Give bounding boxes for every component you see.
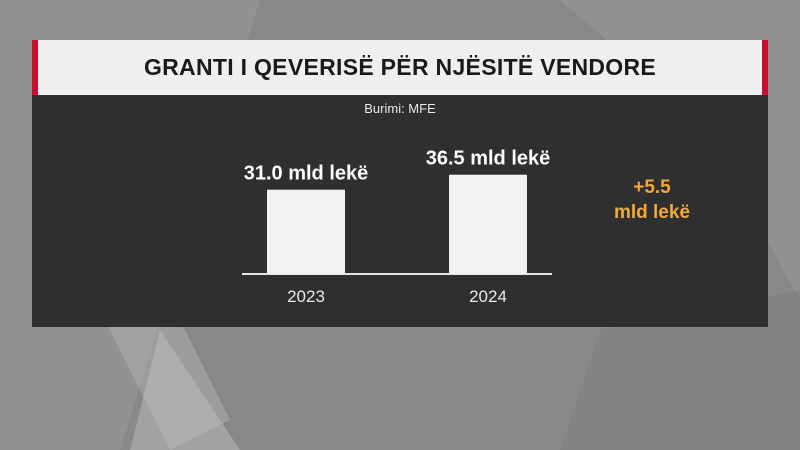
- bar-chart: 31.0 mld lekë 2023 36.5 mld lekë 2024: [242, 148, 552, 306]
- bar-2024: [449, 174, 527, 274]
- data-label-2023: 31.0 mld lekë: [244, 163, 369, 185]
- x-tick-label-2023: 2023: [287, 287, 325, 306]
- data-label-2024: 36.5 mld lekë: [426, 148, 551, 170]
- x-tick-label-2024: 2024: [469, 287, 507, 306]
- chart-title: GRANTI I QEVERISË PËR NJËSITË VENDORE: [143, 54, 657, 80]
- change-unit: mld lekë: [613, 202, 691, 223]
- chart-panel: Burimi: MFE 31.0 mld lekë 2023 36.5 mld le…: [32, 95, 768, 327]
- change-annotation: +5.5 mld lekë: [587, 175, 717, 225]
- title-accent-left: [32, 40, 38, 95]
- title-bar: GRANTI I QEVERISË PËR NJËSITË VENDORE: [32, 40, 768, 95]
- source-label: Burimi: MFE: [364, 101, 436, 116]
- change-value: +5.5: [633, 177, 671, 198]
- bar-2023: [267, 189, 345, 274]
- title-accent-right: [762, 40, 768, 95]
